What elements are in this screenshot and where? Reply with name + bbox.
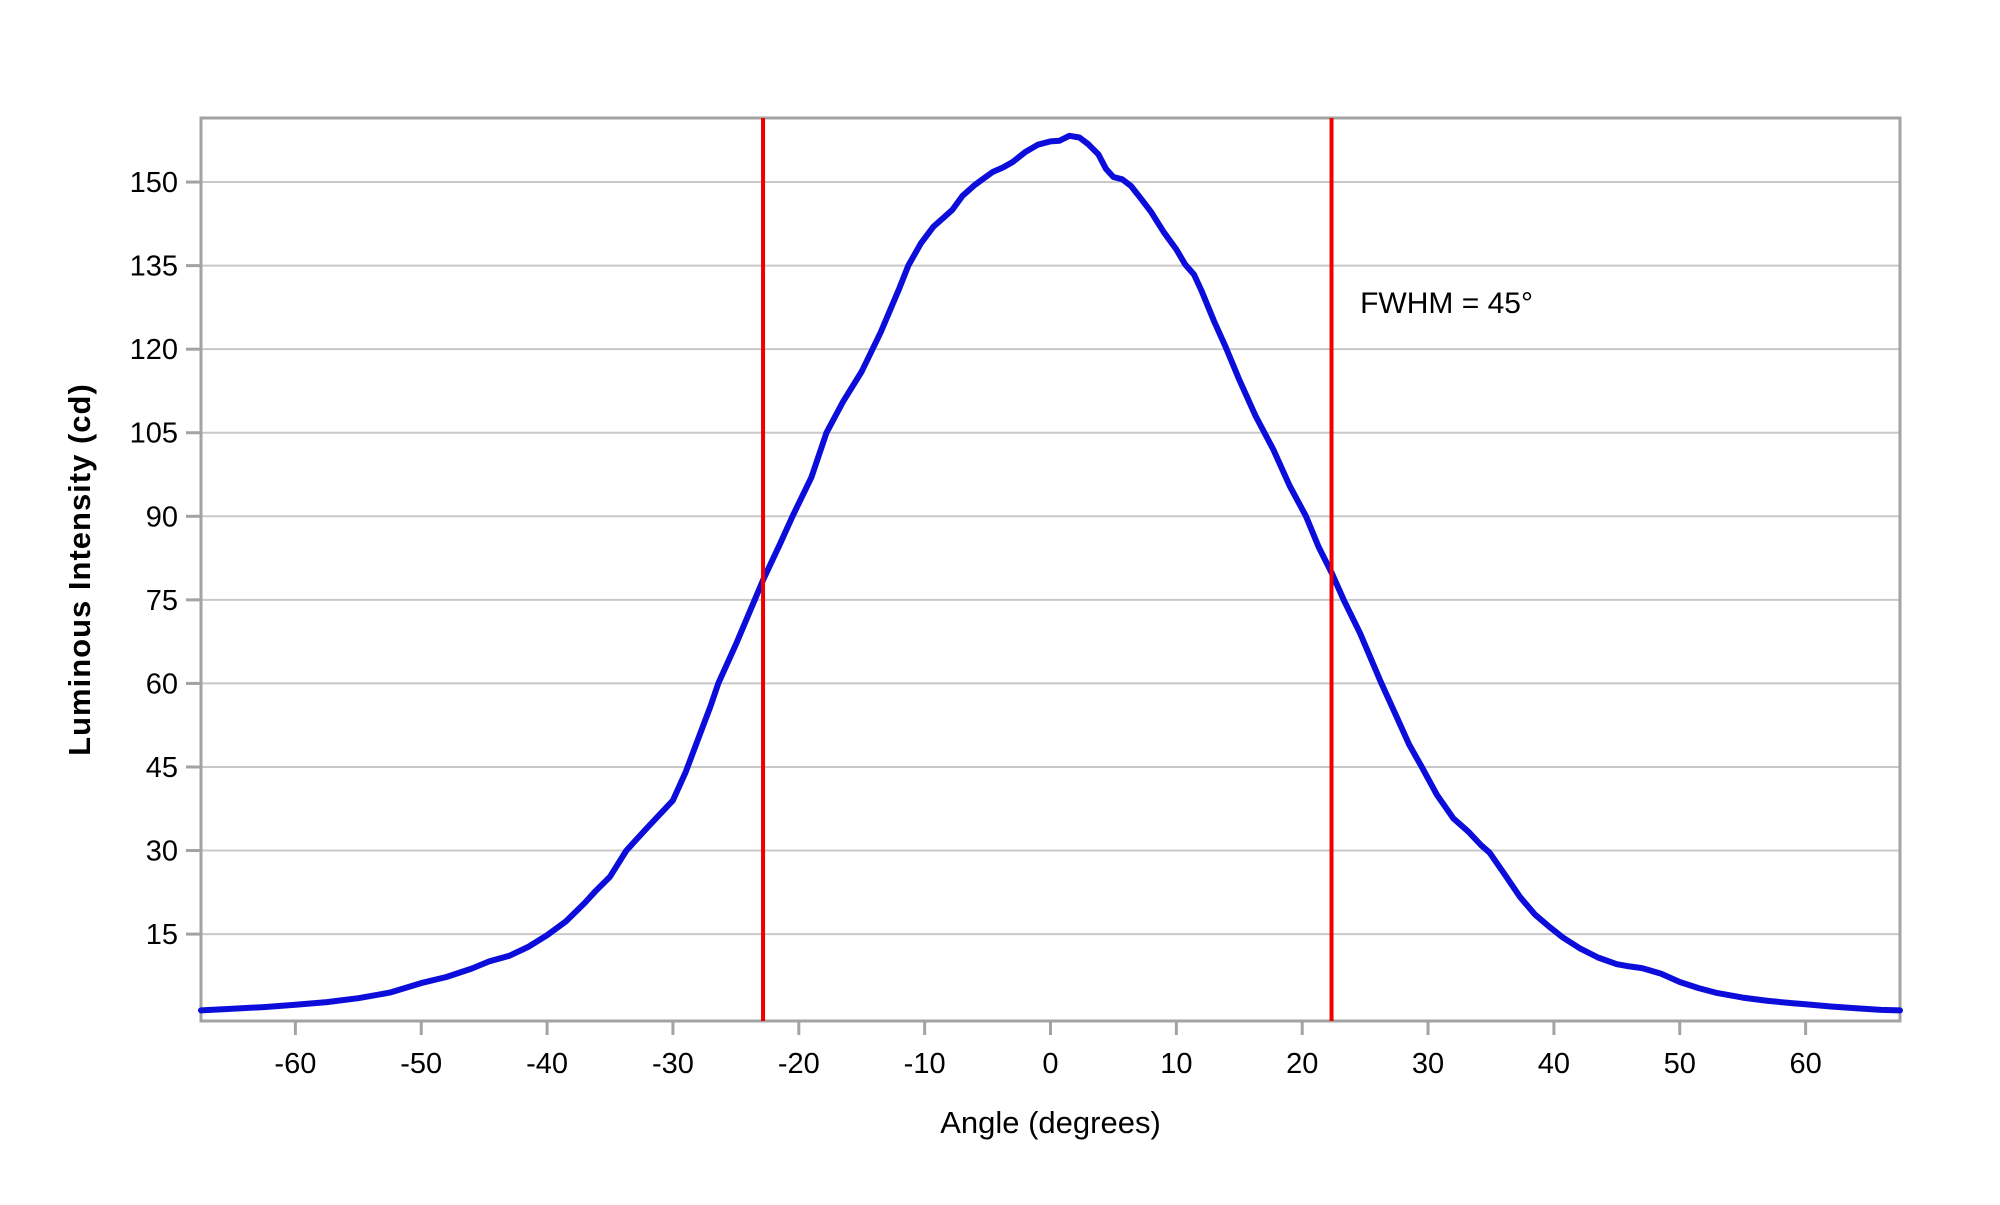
y-tick-label: 75 (146, 585, 178, 617)
y-tick-label: 15 (146, 919, 178, 951)
x-tick-label: 30 (1412, 1048, 1444, 1080)
horizontal-gridlines (201, 181, 1900, 936)
x-tick-label: -10 (904, 1048, 946, 1080)
x-tick-label: 20 (1286, 1048, 1318, 1080)
y-tick-label: 120 (130, 334, 178, 366)
x-tick-label: 0 (1042, 1048, 1058, 1080)
y-tick-label: 150 (130, 167, 178, 199)
fwhm-marker-lines (761, 118, 1334, 1021)
axis-tick-marks (186, 180, 1808, 1035)
y-tick-label: 60 (146, 668, 178, 700)
y-tick-label: 90 (146, 501, 178, 533)
y-axis-title: Luminous Intensity (cd) (62, 383, 97, 756)
x-axis-tick-labels: -60 -50 -40 -30 -20 -10 0 10 20 30 40 50 60 (274, 1048, 1821, 1080)
x-tick-label: 60 (1789, 1048, 1821, 1080)
x-tick-label: 40 (1538, 1048, 1570, 1080)
y-axis-tick-labels: 15 30 45 60 75 90 105 120 135 150 (130, 167, 178, 951)
plot-border (199, 116, 1902, 1023)
x-axis-title: Angle (degrees) (940, 1105, 1161, 1140)
x-tick-label: 10 (1160, 1048, 1192, 1080)
intensity-curve-path (198, 132, 1903, 1014)
x-tick-label: -50 (400, 1048, 442, 1080)
x-tick-label: -20 (778, 1048, 820, 1080)
y-tick-label: 105 (130, 418, 178, 450)
fwhm-annotation-label: FWHM = 45° (1360, 287, 1533, 320)
y-tick-label: 45 (146, 752, 178, 784)
y-tick-label: 30 (146, 836, 178, 868)
intensity-curve (198, 132, 1903, 1014)
x-tick-label: -30 (652, 1048, 694, 1080)
x-tick-label: -60 (274, 1048, 316, 1080)
x-tick-label: -40 (526, 1048, 568, 1080)
y-tick-label: 135 (130, 251, 178, 283)
x-tick-label: 50 (1664, 1048, 1696, 1080)
